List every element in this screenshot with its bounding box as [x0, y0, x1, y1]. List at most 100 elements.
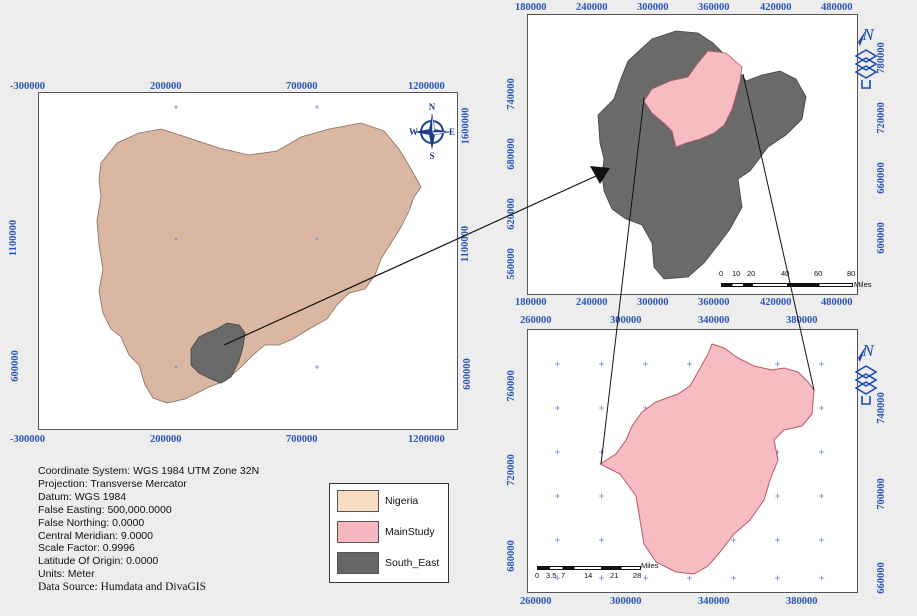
- upper-scale-label: 0: [719, 269, 724, 278]
- upper-top-tick: 480000: [821, 2, 853, 13]
- legend-item-nigeria: Nigeria: [337, 490, 418, 512]
- compass-e-label: E: [449, 127, 455, 137]
- legend-label: MainStudy: [385, 526, 435, 538]
- main-bottom-tick: -300000: [10, 434, 45, 445]
- main-bottom-tick: 200000: [150, 434, 182, 445]
- coordinate-system-info: Coordinate System: WGS 1984 UTM Zone 32N…: [38, 465, 259, 594]
- nigeria-map-frame: [38, 92, 458, 430]
- lower-scale-label: 28: [633, 571, 642, 580]
- lower-left-tick: 760000: [505, 370, 517, 402]
- lower-right-tick: 660000: [875, 562, 887, 594]
- lower-top-tick: 380000: [786, 315, 818, 326]
- coord-line: Central Meridian: 9.0000: [38, 529, 153, 542]
- lower-scale-label: 3.5: [546, 571, 557, 580]
- legend-box: Nigeria MainStudy South_East: [329, 483, 449, 583]
- legend-swatch-mainstudy: [337, 521, 379, 543]
- coord-line: Scale Factor: 0.9996: [38, 542, 135, 555]
- compass-rose-icon: N S W E: [409, 102, 455, 160]
- upper-scale-bar: [721, 283, 853, 287]
- upper-scale-label: 20: [747, 269, 756, 278]
- upper-bottom-tick: 180000: [515, 297, 547, 308]
- upper-top-tick: 180000: [515, 2, 547, 13]
- coord-line: Latitude Of Origin: 0.0000: [38, 555, 159, 568]
- main-top-tick: -300000: [10, 81, 45, 92]
- upper-bottom-tick: 300000: [637, 297, 669, 308]
- legend-swatch-south-east: [337, 552, 379, 574]
- upper-bottom-tick: 240000: [576, 297, 608, 308]
- main-right-tick: 1600000: [460, 107, 472, 145]
- upper-right-tick: 720000: [875, 102, 887, 134]
- lower-top-tick: 300000: [610, 315, 642, 326]
- upper-top-tick: 300000: [637, 2, 669, 13]
- lower-scale-label: 7: [561, 571, 566, 580]
- upper-right-tick: 780000: [875, 42, 887, 74]
- compass-n-label: N: [429, 102, 436, 112]
- legend-item-south-east: South_East: [337, 552, 439, 574]
- upper-top-tick: 360000: [698, 2, 730, 13]
- upper-scale-label: Miles: [854, 280, 872, 289]
- upper-right-tick: 660000: [875, 162, 887, 194]
- main-study-inset-frame: [527, 329, 858, 593]
- north-arrow-icon: N: [854, 25, 878, 89]
- lower-top-tick: 340000: [698, 315, 730, 326]
- legend-label: Nigeria: [385, 495, 419, 507]
- upper-right-tick: 600000: [875, 222, 887, 254]
- lower-scale-label: 21: [610, 571, 619, 580]
- main-right-tick: 1100000: [460, 225, 472, 263]
- lower-bottom-tick: 300000: [610, 596, 642, 607]
- coord-line: False Northing: 0.0000: [38, 516, 145, 529]
- lower-scale-bar: [537, 566, 641, 570]
- compass-w-label: W: [409, 127, 418, 137]
- lower-bottom-tick: 260000: [520, 596, 552, 607]
- data-source: Data Source: Humdata and DivaGIS: [38, 581, 206, 594]
- upper-bottom-tick: 420000: [760, 297, 792, 308]
- lower-left-tick: 720000: [505, 454, 517, 486]
- upper-scale-label: 60: [814, 269, 823, 278]
- main-top-tick: 700000: [286, 81, 318, 92]
- north-arrow-n-label: N: [861, 25, 875, 44]
- main-top-tick: 1200000: [408, 81, 445, 92]
- lower-right-tick: 700000: [875, 478, 887, 510]
- south-east-inset-map: [597, 30, 807, 280]
- coord-line: Coordinate System: WGS 1984 UTM Zone 32N: [38, 465, 260, 477]
- main-study-polygon: [598, 343, 815, 575]
- main-bottom-tick: 1200000: [408, 434, 445, 445]
- legend-label: South_East: [385, 557, 440, 569]
- coord-line: Units: Meter: [38, 568, 95, 581]
- upper-scale-label: 10: [732, 269, 741, 278]
- coord-line: False Easting: 500,000.0000: [38, 503, 172, 516]
- compass-s-label: S: [429, 151, 434, 160]
- upper-top-tick: 240000: [576, 2, 608, 13]
- upper-scale-label: 40: [781, 269, 790, 278]
- lower-bottom-tick: 380000: [786, 596, 818, 607]
- main-study-inset-map: [555, 343, 824, 581]
- main-study-inset-polygon: [643, 50, 743, 148]
- upper-bottom-tick: 480000: [821, 297, 853, 308]
- north-arrow-n-label: N: [861, 341, 875, 360]
- lower-top-tick: 260000: [520, 315, 552, 326]
- upper-left-tick: 560000: [505, 248, 517, 280]
- upper-left-tick: 740000: [505, 78, 517, 110]
- lower-scale-label: 0: [535, 571, 540, 580]
- main-left-tick: 1100000: [8, 219, 20, 257]
- upper-left-tick: 620000: [505, 198, 517, 230]
- main-right-tick: 600000: [461, 358, 473, 390]
- upper-scale-label: 80: [847, 269, 856, 278]
- nigeria-polygon: [96, 122, 422, 404]
- lower-scale-label: 14: [584, 571, 593, 580]
- lower-bottom-tick: 340000: [698, 596, 730, 607]
- upper-left-tick: 680000: [505, 138, 517, 170]
- main-bottom-tick: 700000: [286, 434, 318, 445]
- main-left-tick: 600000: [9, 350, 21, 382]
- south-east-inset-frame: [527, 14, 858, 295]
- lower-scale-label: Miles: [641, 561, 659, 570]
- lower-right-tick: 740000: [875, 392, 887, 424]
- north-arrow-icon: N: [854, 341, 878, 405]
- main-top-tick: 200000: [150, 81, 182, 92]
- legend-item-mainstudy: MainStudy: [337, 521, 435, 543]
- coord-line: Datum: WGS 1984: [38, 490, 127, 503]
- coord-line: Projection: Transverse Mercator: [38, 477, 187, 490]
- upper-bottom-tick: 360000: [698, 297, 730, 308]
- legend-swatch-nigeria: [337, 490, 379, 512]
- nigeria-map: [96, 105, 422, 404]
